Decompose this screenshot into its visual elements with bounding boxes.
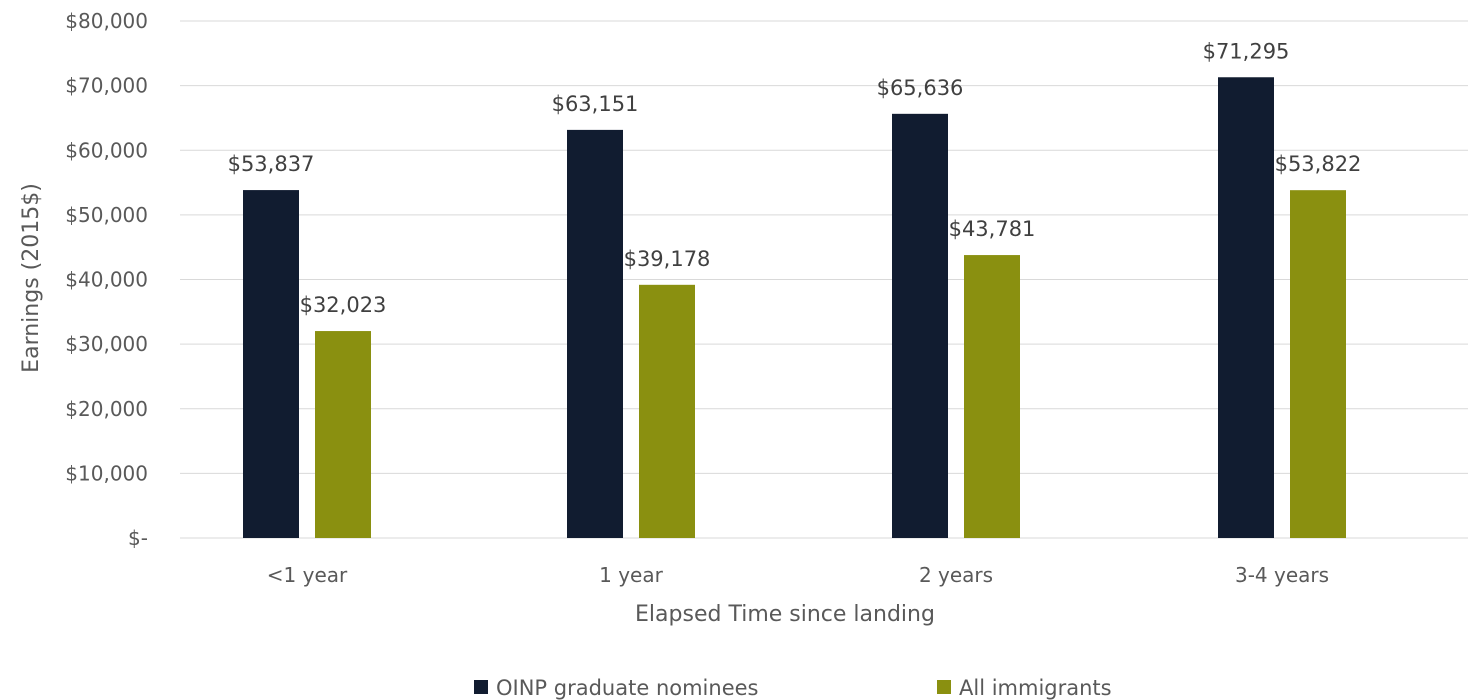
y-tick-label: $50,000 bbox=[65, 203, 148, 227]
bar bbox=[964, 255, 1020, 538]
y-tick-label: $10,000 bbox=[65, 461, 148, 485]
data-label: $63,151 bbox=[552, 92, 639, 116]
bar bbox=[1218, 77, 1274, 538]
bar bbox=[1290, 190, 1346, 538]
y-tick-label: $30,000 bbox=[65, 332, 148, 356]
data-label: $32,023 bbox=[300, 293, 387, 317]
data-label: $71,295 bbox=[1203, 39, 1290, 63]
legend: OINP graduate nominees All immigrants bbox=[474, 676, 1112, 700]
bar bbox=[639, 284, 695, 538]
bar bbox=[243, 190, 299, 539]
data-label: $65,636 bbox=[877, 76, 964, 100]
y-tick-label: $- bbox=[128, 526, 148, 550]
data-label: $53,837 bbox=[228, 152, 315, 176]
y-axis-title: Earnings (2015$) bbox=[19, 183, 44, 373]
x-tick-label: 3-4 years bbox=[1235, 563, 1329, 587]
bars bbox=[243, 77, 1346, 539]
legend-label: OINP graduate nominees bbox=[496, 676, 758, 700]
bar bbox=[892, 113, 948, 539]
legend-label: All immigrants bbox=[959, 676, 1112, 700]
x-axis-title: Elapsed Time since landing bbox=[635, 602, 935, 627]
x-tick-label: <1 year bbox=[267, 563, 348, 587]
y-tick-label: $80,000 bbox=[65, 9, 148, 33]
x-tick-label: 2 years bbox=[919, 563, 993, 587]
x-tick-label: 1 year bbox=[599, 563, 663, 587]
x-axis-ticks: <1 year 1 year 2 years 3-4 years bbox=[267, 563, 1329, 587]
legend-swatch bbox=[937, 680, 951, 694]
legend-swatch bbox=[474, 680, 488, 694]
y-axis-ticks: $- $10,000 $20,000 $30,000 $40,000 $50,000 $60… bbox=[65, 9, 148, 550]
data-label: $43,781 bbox=[949, 217, 1036, 241]
gridlines bbox=[180, 20, 1468, 539]
y-tick-label: $60,000 bbox=[65, 138, 148, 162]
y-tick-label: $40,000 bbox=[65, 268, 148, 292]
data-labels: $53,837 $32,023 $63,151 $39,178 $65,636 $43,7… bbox=[228, 39, 1362, 317]
data-label: $53,822 bbox=[1275, 152, 1362, 176]
y-tick-label: $20,000 bbox=[65, 397, 148, 421]
bar bbox=[567, 129, 623, 538]
data-label: $39,178 bbox=[624, 247, 711, 271]
y-tick-label: $70,000 bbox=[65, 74, 148, 98]
bar bbox=[315, 331, 371, 538]
